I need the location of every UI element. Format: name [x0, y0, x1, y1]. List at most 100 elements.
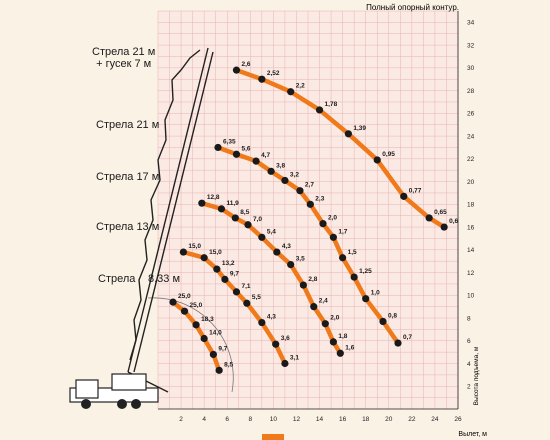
y-tick-label: 16 [467, 224, 475, 231]
y-tick-label: 34 [467, 20, 475, 27]
x-tick-label: 2 [179, 416, 183, 423]
load-capacity-label: 8,5 [240, 209, 249, 216]
y-tick-label: 22 [467, 156, 475, 163]
load-point [315, 106, 324, 114]
y-tick-label: 24 [467, 133, 475, 140]
truck-wheel [81, 399, 91, 409]
load-capacity-label: 2,4 [319, 298, 328, 305]
load-point [296, 187, 304, 195]
y-tick-label: 8 [467, 315, 471, 322]
x-tick-label: 12 [293, 416, 301, 423]
y-tick-label: 12 [467, 270, 475, 277]
load-capacity-label: 2,8 [308, 276, 317, 283]
load-curve-series: 2,6 2,52 2,2 1,78 1,39 0,95 0,77 0,650,6 [232, 61, 459, 231]
boom-13-label: Стрела 13 м [96, 221, 160, 233]
y-tick-label: 32 [467, 42, 475, 49]
load-point [362, 295, 370, 303]
truck-cab [75, 379, 99, 399]
axes: 2 4 6 8 10 12 14 16 18 20 22 24 26246810121416182022… [158, 11, 475, 423]
load-point [232, 66, 241, 74]
load-capacity-label: 3,1 [290, 355, 299, 362]
boom-833-length: 8,33 м [148, 273, 181, 285]
load-point [258, 318, 266, 327]
load-capacity-label: 4,3 [282, 243, 291, 250]
load-capacity-label: 0,6 [449, 218, 458, 225]
load-capacity-label: 0,8 [388, 312, 397, 319]
x-tick-label: 8 [248, 416, 252, 423]
load-capacity-label: 4,3 [267, 314, 276, 321]
load-capacity-label: 13,2 [222, 260, 235, 267]
y-tick-label: 18 [467, 202, 475, 209]
load-point [329, 338, 337, 346]
load-point [231, 214, 239, 222]
load-point [281, 359, 289, 368]
load-point [329, 233, 337, 241]
crane-truck [69, 373, 159, 409]
y-tick-label: 20 [467, 179, 475, 186]
load-point [221, 275, 229, 283]
load-point [287, 88, 295, 96]
x-axis-label: Вылет, м [458, 431, 487, 438]
load-capacity-label: 2,2 [296, 83, 305, 90]
load-point [299, 281, 307, 289]
x-tick-label: 6 [225, 416, 229, 423]
load-capacity-label: 1,78 [325, 101, 338, 108]
load-capacity-label: 4,7 [261, 152, 270, 159]
load-point [169, 298, 177, 306]
boom-833-label: Стрела [98, 273, 136, 285]
load-point [214, 143, 222, 152]
load-curve-series: 25,0 25,0 18,3 14,0 9,7 8,5 [169, 293, 234, 374]
load-capacity-label: 2,0 [328, 215, 337, 222]
load-capacity-label: 8,5 [224, 361, 233, 368]
load-point [339, 254, 347, 262]
legend-swatch [262, 434, 284, 440]
load-capacity-label: 12,8 [207, 194, 220, 201]
boom-17-label: Стрела 17 м [96, 171, 160, 183]
load-point [310, 303, 318, 311]
load-point [267, 167, 275, 175]
load-point [319, 220, 327, 228]
load-point [180, 307, 189, 315]
load-point [321, 320, 329, 328]
load-point [273, 248, 281, 256]
chart-title: Полный опорный контур. [366, 3, 459, 12]
load-point [258, 233, 266, 241]
load-capacity-label: 0,95 [382, 151, 395, 158]
load-capacity-label: 0,65 [434, 209, 447, 216]
boom-21-label: Стрела 21 м [96, 119, 160, 131]
x-tick-label: 22 [408, 416, 416, 423]
x-tick-label: 10 [270, 416, 278, 423]
load-point [336, 349, 344, 357]
y-tick-label: 28 [467, 88, 475, 95]
load-point [200, 254, 208, 262]
load-capacity-label: 5,5 [252, 294, 261, 301]
load-capacity-label: 1,5 [348, 249, 357, 256]
x-tick-label: 24 [431, 416, 439, 423]
load-capacity-label: 25,0 [178, 293, 191, 300]
load-capacity-label: 3,2 [290, 171, 299, 178]
load-point [258, 75, 266, 83]
load-capacity-label: 2,7 [305, 182, 314, 189]
x-tick-label: 14 [316, 416, 324, 423]
load-capacity-label: 7,0 [253, 216, 262, 223]
load-capacity-label: 7,1 [241, 283, 250, 290]
load-capacity-label: 15,0 [209, 249, 222, 256]
load-point [192, 321, 200, 329]
load-capacity-label: 9,7 [230, 270, 239, 277]
y-tick-label: 2 [467, 384, 471, 391]
slew-radius-arc [147, 297, 234, 393]
load-capacity-label: 5,4 [267, 228, 276, 235]
x-tick-label: 20 [385, 416, 393, 423]
load-point [213, 265, 221, 273]
load-point [215, 366, 223, 374]
truck-wheel [117, 399, 127, 409]
load-curve-series: 15,015,013,29,77,15,54,33,63,1 [179, 243, 299, 368]
load-capacity-label: 0,77 [409, 187, 422, 194]
y-tick-label: 30 [467, 65, 475, 72]
load-capacity-label: 2,3 [315, 195, 324, 202]
y-tick-label: 6 [467, 338, 471, 345]
load-capacity-label: 1,8 [338, 333, 347, 340]
y-tick-label: 14 [467, 247, 475, 254]
y-tick-label: 26 [467, 111, 475, 118]
